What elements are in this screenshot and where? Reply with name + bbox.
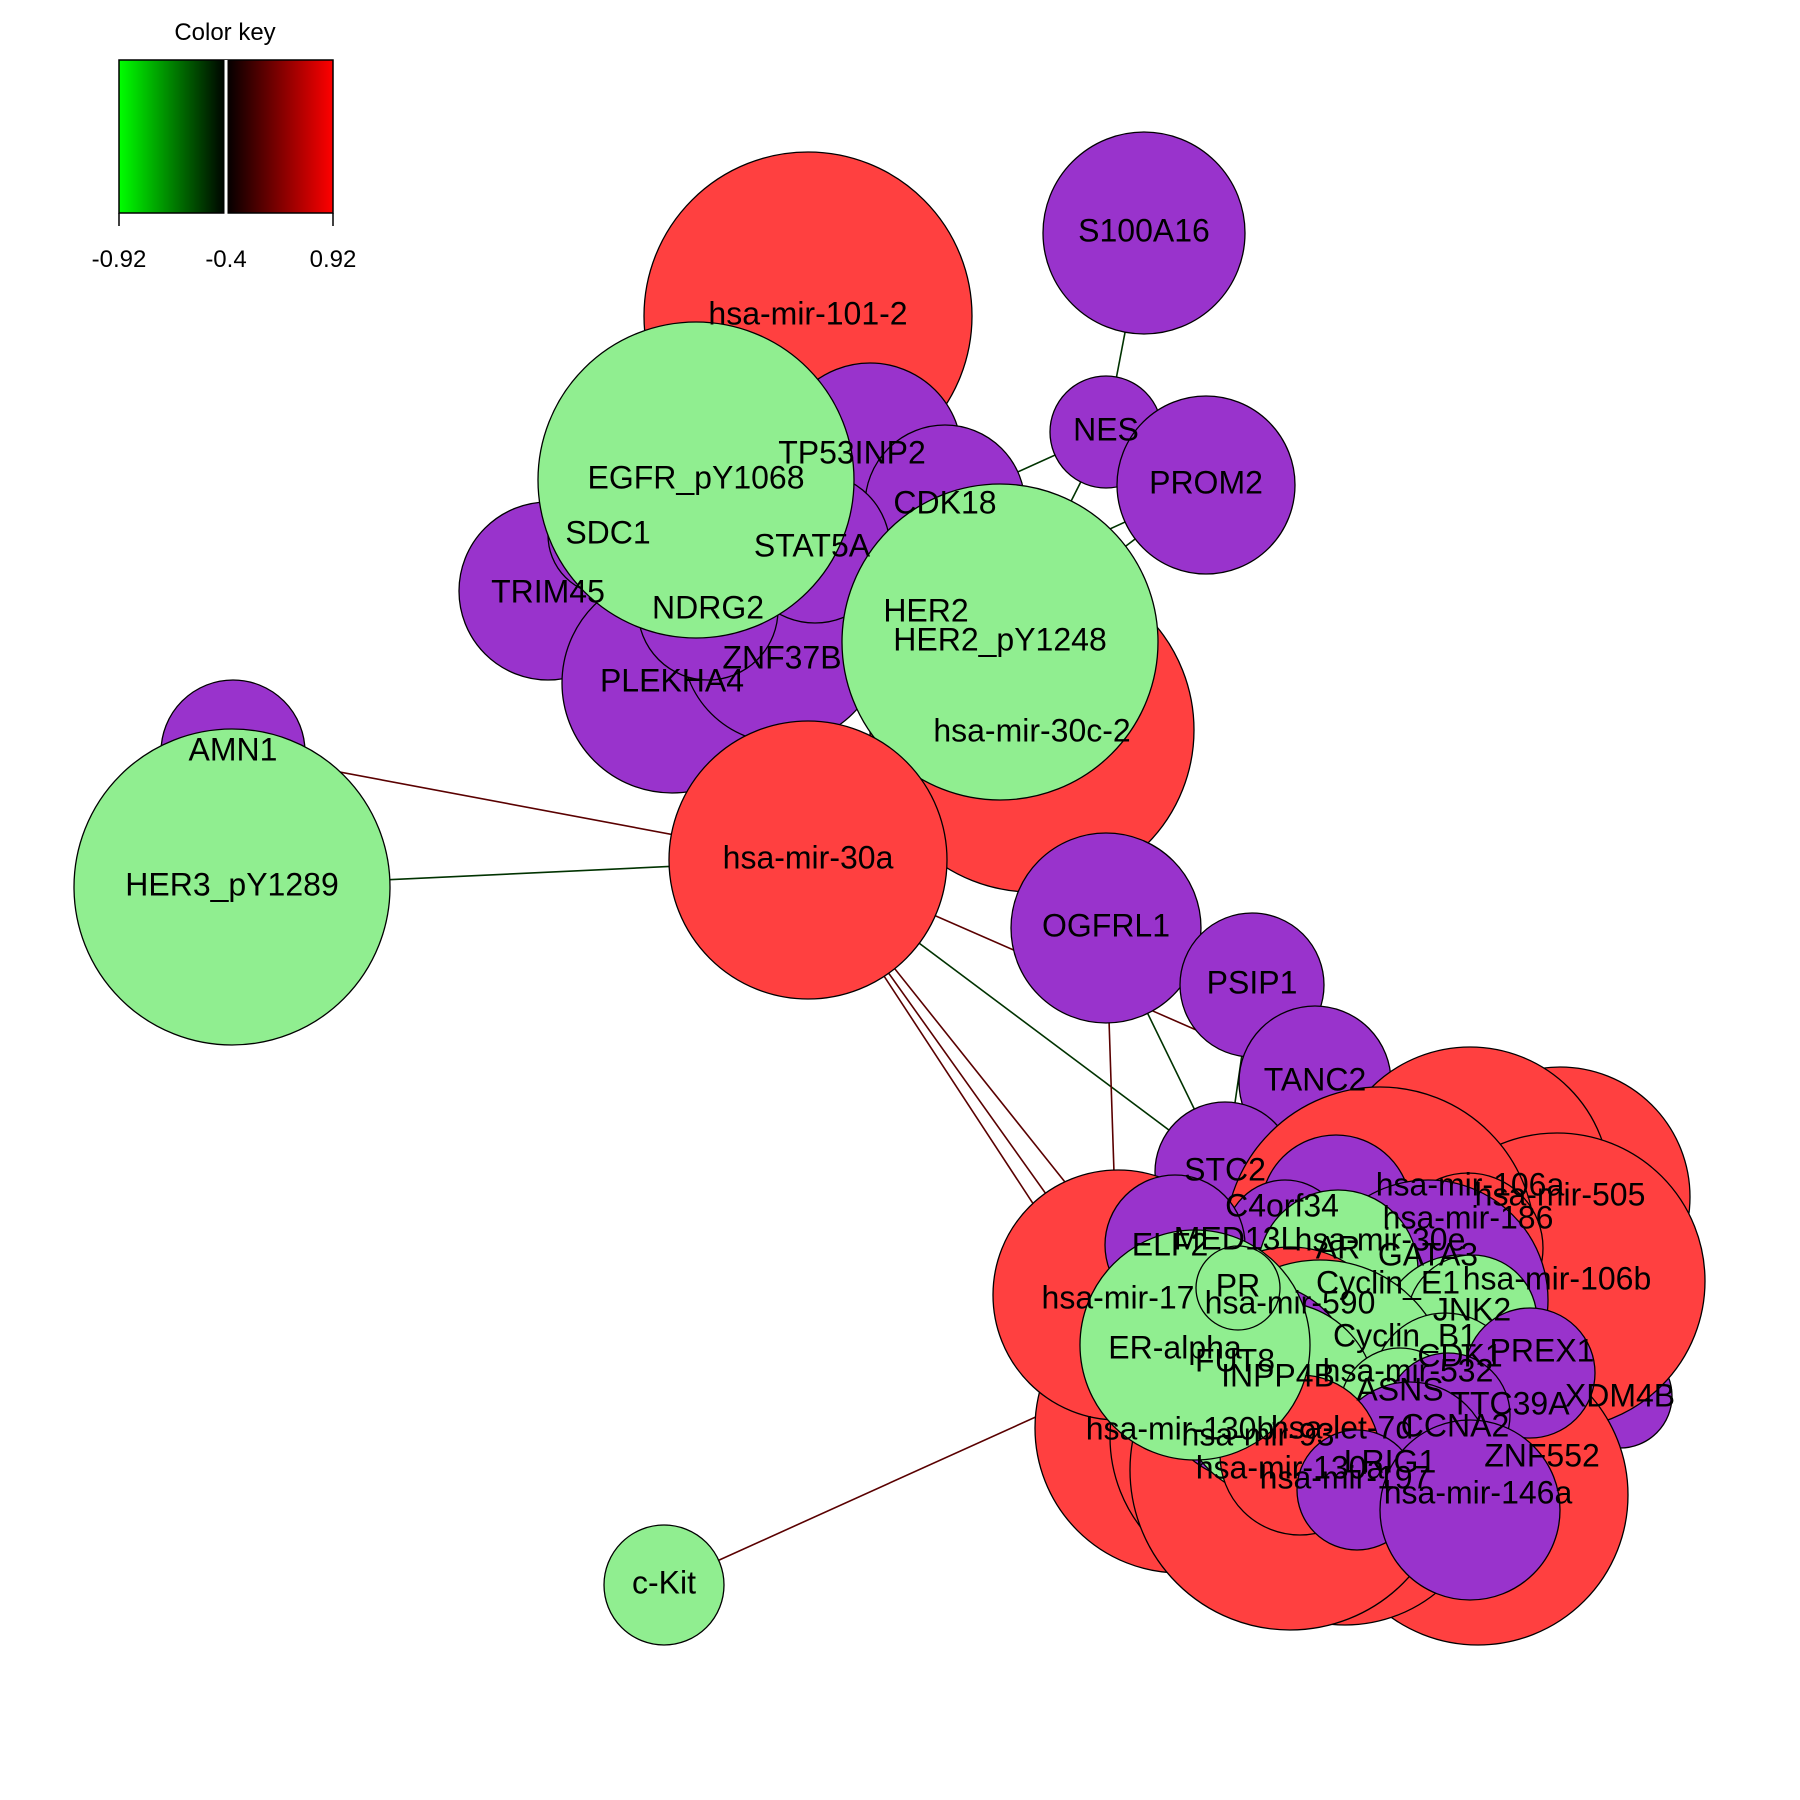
- node-label-mir590: hsa-mir-590: [1205, 1284, 1376, 1320]
- node-label-fut8: FUT8: [1195, 1342, 1275, 1378]
- node-label-med13l: MED13L: [1174, 1220, 1299, 1256]
- node-label-mir106a: hsa-mir-106a: [1376, 1166, 1565, 1202]
- node-label-mir101_2: hsa-mir-101-2: [708, 295, 907, 331]
- node-label-plekha4: PLEKHA4: [600, 662, 744, 698]
- node-label-trim45: TRIM45: [491, 573, 605, 609]
- node-label-c4orf34: C4orf34: [1225, 1187, 1339, 1223]
- node-label-mir532: hsa-mir-532: [1323, 1352, 1494, 1388]
- node-label-ckit: c-Kit: [632, 1564, 696, 1600]
- node-label-mir106b: hsa-mir-106b: [1463, 1260, 1652, 1296]
- node-label-ccna2: CCNA2: [1401, 1407, 1509, 1443]
- node-label-egfr: EGFR_pY1068: [587, 459, 804, 495]
- node-label-elf2: ELF2: [1132, 1226, 1208, 1262]
- node-label-her2: HER2: [883, 592, 968, 628]
- node-label-cdk1: CDK1: [1417, 1337, 1502, 1373]
- node-label-mir30e: hsa-mir-30e: [1295, 1221, 1466, 1257]
- node-label-cyclin_b1: Cyclin_B1: [1333, 1317, 1477, 1353]
- node-mir30a: [668, 720, 948, 1000]
- node-label-stat5a: STAT5A: [754, 527, 871, 563]
- node-label-inpp4b: INPP4B: [1221, 1357, 1335, 1393]
- node-label-amn1: AMN1: [189, 731, 278, 767]
- node-label-cyclin_e1: Cyclin_E1: [1316, 1264, 1460, 1300]
- node-label-ndrg2: NDRG2: [652, 589, 764, 625]
- node-label-mir146a: hsa-mir-146a: [1384, 1474, 1573, 1510]
- node-ogfrl1: [1010, 832, 1202, 1024]
- color-key-title: Color key: [174, 19, 275, 46]
- node-label-mir197: hsa-mir-197: [1260, 1459, 1431, 1495]
- node-label-mir93: hsa-mir-93: [1182, 1416, 1335, 1452]
- node-label-her2p: HER2_pY1248: [893, 621, 1106, 657]
- node-label-er_alpha: ER-alpha: [1108, 1329, 1242, 1365]
- node-label-nes: NES: [1073, 411, 1139, 447]
- color-key-max-label: 0.92: [310, 246, 357, 273]
- node-label-stc2: STC2: [1184, 1151, 1266, 1187]
- node-prom2: [1116, 395, 1296, 575]
- node-label-ar: AR: [1316, 1229, 1360, 1265]
- node-label-prom2: PROM2: [1149, 464, 1263, 500]
- node-label-s100a16: S100A16: [1078, 212, 1210, 248]
- node-label-mir186: hsa-mir-186: [1383, 1199, 1554, 1235]
- node-her3: [73, 728, 391, 1046]
- nodes-layer: [73, 131, 1706, 1646]
- node-label-letd7: hsa-let-7d: [1271, 1409, 1413, 1445]
- node-label-tp53inp2: TP53INP2: [778, 434, 926, 470]
- node-label-znf37b: ZNF37B: [722, 639, 841, 675]
- node-ckit: [603, 1524, 725, 1646]
- node-her2p: [841, 483, 1159, 801]
- color-key: Color key -0.92 -0.4 0.92: [92, 19, 357, 273]
- node-label-her3: HER3_pY1289: [125, 866, 338, 902]
- node-label-ttc39a: TTC39A: [1450, 1385, 1570, 1421]
- node-label-gata3: GATA3: [1378, 1236, 1478, 1272]
- node-label-cdk18: CDK18: [893, 484, 996, 520]
- node-pr: [1195, 1245, 1281, 1331]
- node-label-znf552: ZNF552: [1484, 1437, 1600, 1473]
- node-label-psip1: PSIP1: [1207, 964, 1298, 1000]
- node-label-pr: PR: [1216, 1267, 1260, 1303]
- node-label-asns: ASNS: [1356, 1371, 1443, 1407]
- color-key-mid-label: -0.4: [205, 246, 246, 273]
- node-label-tanc2: TANC2: [1264, 1061, 1367, 1097]
- node-label-mir130a: hsa-mir-130a: [1196, 1449, 1385, 1485]
- node-label-lrig1: LRIG1: [1344, 1443, 1436, 1479]
- color-key-min-label: -0.92: [92, 246, 147, 273]
- node-egfr: [537, 321, 855, 639]
- node-label-prex1: PREX1: [1490, 1332, 1595, 1368]
- node-label-mir30c2: hsa-mir-30c-2: [933, 712, 1130, 748]
- labels-layer: hsa-mir-101-2 S100A16 NES PROM2 TRIM45 PLEKHA…: [125, 212, 1675, 1600]
- node-label-xm4b: XDM4B: [1565, 1377, 1675, 1413]
- node-znf552: [1379, 1419, 1561, 1601]
- node-label-mir30a: hsa-mir-30a: [723, 839, 894, 875]
- node-s100a16: [1042, 131, 1246, 335]
- node-label-mir17: hsa-mir-17: [1042, 1279, 1195, 1315]
- node-label-ogfrl1: OGFRL1: [1042, 907, 1170, 943]
- node-label-jnk2: JNK2: [1433, 1291, 1511, 1327]
- node-label-mir505: hsa-mir-505: [1475, 1176, 1646, 1212]
- node-label-mir130b: hsa-mir-130b: [1086, 1410, 1275, 1446]
- node-label-sdc1: SDC1: [565, 514, 650, 550]
